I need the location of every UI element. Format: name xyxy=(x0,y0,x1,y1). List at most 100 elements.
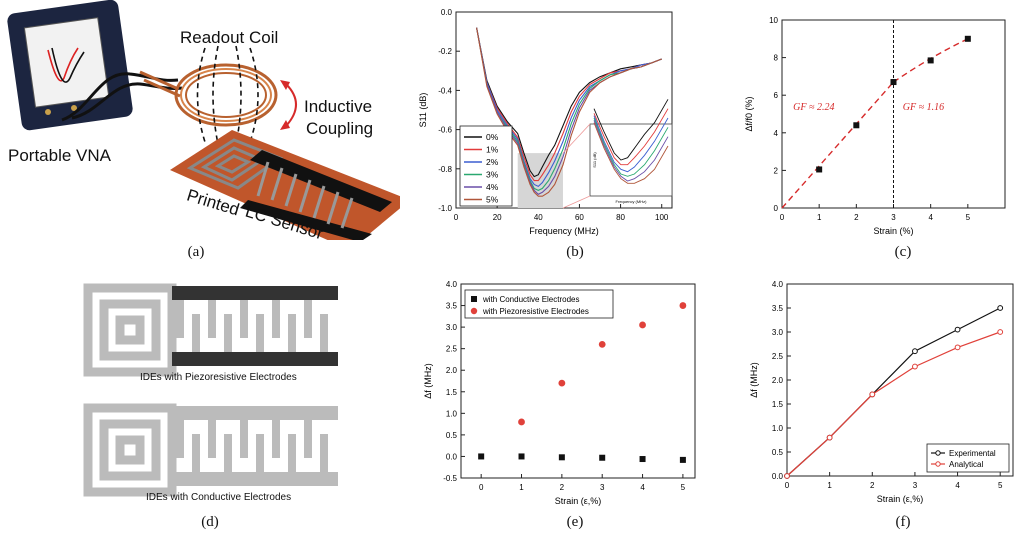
printed-lc-sensor xyxy=(170,130,410,250)
inset-series-5% xyxy=(593,122,669,184)
y-tick-label: 0.0 xyxy=(441,8,453,17)
legend-label-Experimental: Experimental xyxy=(949,449,996,458)
x-axis-label: Strain (ε,%) xyxy=(877,494,924,504)
y-tick-label: 2.5 xyxy=(446,345,458,354)
y-tick-label: 3.0 xyxy=(446,323,458,332)
caption-b: (b) xyxy=(566,244,584,260)
inset-connector xyxy=(562,123,591,154)
inductive-label: Inductive xyxy=(304,97,373,116)
caption-c: (c) xyxy=(894,244,912,260)
legend: 0% 1% 2% 3% 4% 5% xyxy=(459,125,513,207)
plot-frame xyxy=(460,283,696,479)
legend-label-2%: 2% xyxy=(486,157,499,167)
y-tick-label: 4 xyxy=(774,129,779,138)
inset-x-label: Frequency (MHz) xyxy=(616,199,648,204)
point-Experimental xyxy=(997,305,1004,311)
x-tick-label: 5 xyxy=(966,213,971,222)
y-tick-label: 2.5 xyxy=(772,352,784,361)
point-Analytical xyxy=(784,473,790,479)
ide-layouts xyxy=(83,283,338,497)
inset-y-label: S11 (dB) xyxy=(592,152,597,168)
y-tick-label: 4.0 xyxy=(772,280,784,289)
caption-f: (f) xyxy=(895,514,911,530)
gf-annotation-right: GF ≈ 1.16 xyxy=(903,102,944,113)
vna-label: Portable VNA xyxy=(8,146,111,165)
x-tick-label: 2 xyxy=(870,481,875,490)
readout-coil-label: Readout Coil xyxy=(180,28,279,47)
inset-connector xyxy=(562,195,591,209)
setup-illustration xyxy=(7,0,410,250)
caption-e: (e) xyxy=(566,514,584,530)
chart-e-delta-f: 0 1 2 3 4 5 -0.5 0.0 0.5 1.0 1.5 2.0 2.5 3.0 3.5 4.0 Str… xyxy=(423,280,696,506)
y-axis-label: S11 (dB) xyxy=(418,93,428,128)
data-point xyxy=(927,57,934,64)
point-Analytical xyxy=(869,391,876,398)
x-tick-label: 0 xyxy=(780,213,785,222)
data-point xyxy=(964,35,971,42)
ide-conductive-label: IDEs with Conductive Electrodes xyxy=(146,492,292,503)
y-tick-label: -0.5 xyxy=(443,474,457,483)
y-tick-label: 1.0 xyxy=(446,409,458,418)
gf-annotation-left: GF ≈ 2.24 xyxy=(793,102,834,113)
y-axis-label: Δf/f0 (%) xyxy=(744,96,754,131)
legend-box xyxy=(926,443,1010,473)
y-tick-label: 6 xyxy=(774,91,779,100)
x-tick-label: 5 xyxy=(998,481,1003,490)
y-tick-label: 3.5 xyxy=(772,304,784,313)
x-tick-label: 3 xyxy=(891,213,896,222)
legend-label-1: with Piezoresistive Electrodes xyxy=(482,307,589,316)
coupling-arrow xyxy=(285,83,297,127)
readout-coil xyxy=(139,63,278,127)
y-tick-label: 2.0 xyxy=(446,366,458,375)
point-Analytical xyxy=(826,434,833,441)
x-tick-label: 2 xyxy=(560,483,565,492)
y-tick-label: 0.0 xyxy=(772,472,784,481)
y-axis-label: Δf (MHz) xyxy=(749,362,759,398)
legend-label-3%: 3% xyxy=(486,170,499,180)
series-line-5% xyxy=(476,27,662,197)
ide-piezoresistive-label: IDEs with Piezoresistive Electrodes xyxy=(140,372,297,383)
y-tick-label: 2 xyxy=(774,166,779,175)
series-line-2% xyxy=(476,27,662,188)
point-piezoresistive xyxy=(598,340,606,348)
x-tick-label: 4 xyxy=(955,481,960,490)
plot-frame xyxy=(455,11,673,209)
chart-f-comparison: 0 1 2 3 4 5 0.0 0.5 1.0 1.5 2.0 2.5 3.0 3.5 4.0 Strain … xyxy=(749,280,1014,504)
cable xyxy=(61,72,179,122)
y-tick-label: 8 xyxy=(774,54,779,63)
point-conductive xyxy=(518,453,525,460)
legend-box xyxy=(459,125,513,207)
chart-b-s11: 0 20 40 60 80 100 -1.0 -0.8 -0.6 -0.4 -0.2 0.0 Frequ… xyxy=(418,8,673,236)
series-line-0% xyxy=(476,27,662,178)
y-tick-label: 1.5 xyxy=(446,388,458,397)
x-tick-label: 1 xyxy=(519,483,524,492)
x-tick-label: 100 xyxy=(655,213,669,222)
inset-series-3% xyxy=(593,117,669,177)
panel-a: Readout Coil Inductive Coupling Portable… xyxy=(0,0,410,250)
x-tick-label: 0 xyxy=(454,213,459,222)
y-tick-label: 0.5 xyxy=(772,448,784,457)
fit-line-left xyxy=(781,81,895,209)
x-tick-label: 80 xyxy=(616,213,625,222)
point-Experimental xyxy=(912,348,918,355)
x-tick-label: 5 xyxy=(681,483,686,492)
y-tick-label: 2.0 xyxy=(772,376,784,385)
legend-box xyxy=(464,289,614,319)
coupling-label: Coupling xyxy=(306,119,374,138)
x-tick-label: 20 xyxy=(493,213,502,222)
y-tick-label: 1.5 xyxy=(772,400,784,409)
y-tick-label: -0.8 xyxy=(438,165,452,174)
y-tick-label: 1.0 xyxy=(772,424,784,433)
x-tick-label: 3 xyxy=(913,481,918,490)
x-tick-label: 4 xyxy=(928,213,933,222)
field-lines xyxy=(196,45,259,145)
legend-swatch-piezoresistive xyxy=(470,307,478,315)
point-conductive xyxy=(599,454,606,461)
chart-c-strain: 0 1 2 3 4 5 0 2 4 6 8 10 Strain (%) Δf/f0 (%) GF ≈ 2.2… xyxy=(744,16,1006,236)
legend-label-5%: 5% xyxy=(486,195,499,205)
legend-label-1%: 1% xyxy=(486,145,499,155)
point-conductive xyxy=(679,456,686,463)
point-conductive xyxy=(558,454,565,461)
plot-frame xyxy=(781,19,1006,209)
y-tick-label: -1.0 xyxy=(438,204,452,213)
